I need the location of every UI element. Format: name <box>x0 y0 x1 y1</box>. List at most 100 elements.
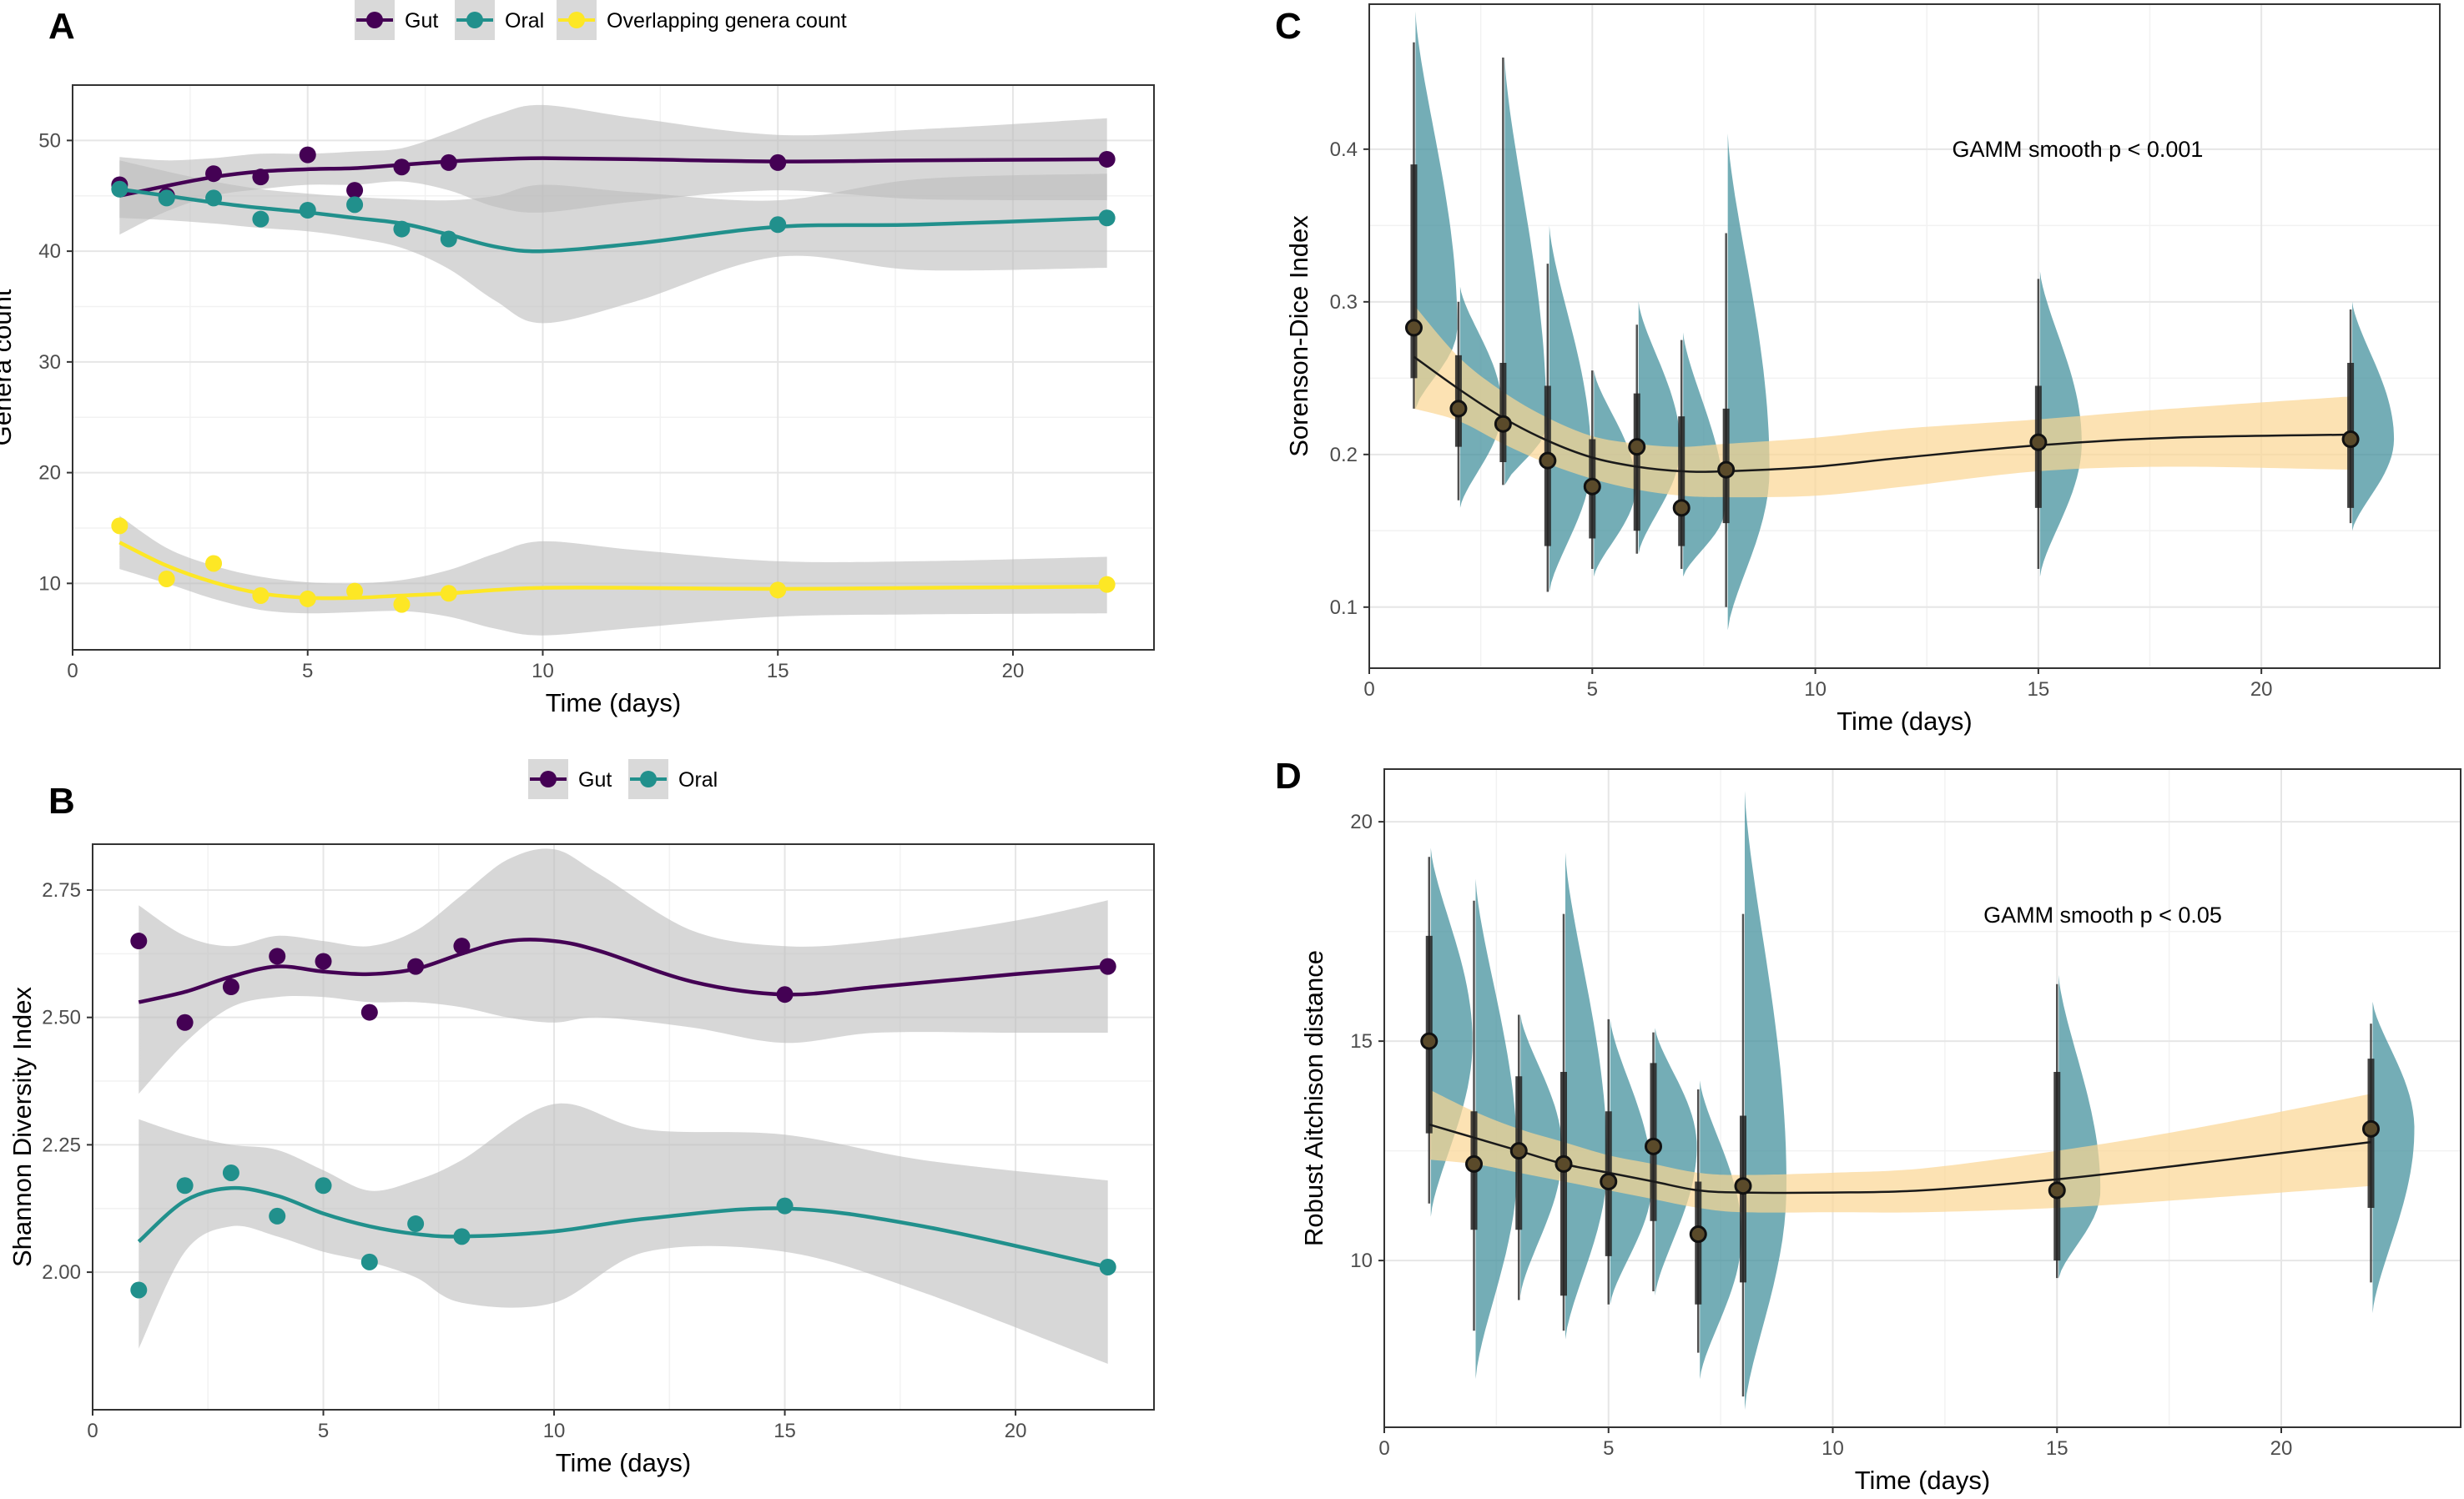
data-point-gut <box>1099 958 1116 975</box>
legend-dot-overlap <box>568 12 585 28</box>
x-tick-label: 10 <box>1822 1437 1844 1460</box>
y-axis-title: Robust Aitchison distance <box>1299 950 1328 1246</box>
legend-label-overlap: Overlapping genera count <box>607 9 847 33</box>
violin-half-day-1 <box>1415 12 1458 409</box>
panel-b-shannon-diversity: 0 5 10 15 20 2.00 2.25 2.50 2.75 Time (days) Shann… <box>8 759 1155 1477</box>
y-tick-label: 2.25 <box>42 1134 81 1156</box>
legend-label-gut: Gut <box>578 768 612 792</box>
x-tick-label: 10 <box>543 1420 566 1442</box>
median-point-day-1 <box>1420 1032 1439 1050</box>
violin-half-day-22 <box>2372 1001 2415 1314</box>
data-point-oral <box>299 202 316 219</box>
median-point-day-2 <box>1449 400 1468 418</box>
data-point-oral <box>222 1164 239 1181</box>
median-point-day-1 <box>1404 319 1423 337</box>
panel-d-robust-aitchison: 0 5 10 15 20 10 15 20 Time (days) Robust Aitchiso… <box>1299 768 2461 1495</box>
x-axis-title: Time (days) <box>1855 1466 1990 1495</box>
median-point-day-7 <box>1689 1225 1707 1244</box>
data-point-overlap <box>205 555 223 572</box>
data-point-oral <box>407 1215 425 1233</box>
x-tick-label: 0 <box>67 660 78 682</box>
legend-label-oral: Oral <box>505 9 544 33</box>
data-point-oral <box>1098 209 1116 227</box>
data-point-oral <box>440 230 457 248</box>
median-point-day-6 <box>1645 1137 1662 1155</box>
y-tick-label: 50 <box>38 129 61 152</box>
data-point-gut <box>360 1004 378 1021</box>
data-point-overlap <box>393 596 411 613</box>
median-point-day-3 <box>1494 415 1512 433</box>
x-tick-label: 10 <box>1804 678 1827 701</box>
x-tick-label: 15 <box>767 660 789 682</box>
data-point-gut <box>269 948 286 965</box>
x-tick-label: 15 <box>2028 678 2050 701</box>
y-tick-label: 0.4 <box>1330 138 1358 161</box>
data-point-gut <box>346 182 364 199</box>
data-point-gut <box>393 158 411 176</box>
confidence-ribbon-gut <box>119 104 1107 235</box>
data-point-overlap <box>158 571 175 588</box>
plot-border <box>72 84 1155 651</box>
y-tick-label: 0.2 <box>1330 444 1358 466</box>
data-point-gut <box>453 938 471 955</box>
panel-letter-c: C <box>1275 6 1302 47</box>
data-point-oral <box>130 1281 148 1299</box>
legend-dot-oral <box>640 771 657 787</box>
x-tick-label: 15 <box>2046 1437 2068 1460</box>
data-point-overlap <box>769 581 787 599</box>
data-point-gut <box>776 986 794 1004</box>
plot-border <box>1383 768 2461 1428</box>
data-point-oral <box>252 210 270 228</box>
data-point-oral <box>315 1177 332 1195</box>
data-point-oral <box>360 1253 378 1270</box>
violin-half-day-8 <box>1745 791 1786 1410</box>
median-point-day-7 <box>1672 499 1691 517</box>
median-point-day-4 <box>1539 451 1557 470</box>
y-tick-label: 0.1 <box>1330 596 1358 619</box>
gamm-confidence-ribbon <box>1429 1089 2371 1213</box>
legend-label-gut: Gut <box>405 9 438 33</box>
violin-half-day-3 <box>1504 58 1547 485</box>
y-axis-title: Shannon Diversity Index <box>8 986 37 1267</box>
x-tick-label: 20 <box>2270 1437 2293 1460</box>
gamm-annotation: GAMM smooth p < 0.001 <box>1953 137 2204 162</box>
y-tick-label: 40 <box>38 240 61 263</box>
data-point-gut <box>205 165 223 183</box>
smooth-line-gut <box>118 156 1107 198</box>
data-point-gut <box>440 153 457 171</box>
x-tick-label: 20 <box>1005 1420 1027 1442</box>
data-point-overlap <box>1098 576 1116 593</box>
data-point-oral <box>111 180 128 198</box>
median-point-day-3 <box>1509 1142 1528 1160</box>
confidence-ribbon-oral <box>139 1103 1108 1364</box>
smooth-line-overlap <box>118 541 1107 601</box>
x-tick-label: 20 <box>1002 660 1025 682</box>
x-axis-title: Time (days) <box>546 688 681 717</box>
x-tick-label: 0 <box>1378 1437 1389 1460</box>
median-point-day-15 <box>2048 1181 2066 1200</box>
legend-label-oral: Oral <box>678 768 718 792</box>
violin-half-day-8 <box>1727 133 1770 631</box>
data-point-oral <box>346 196 364 214</box>
gamm-annotation: GAMM smooth p < 0.05 <box>1983 903 2222 928</box>
panel-a-genera-count: 0 5 10 15 20 10 20 30 40 50 Time (days) Genera coun… <box>0 0 1155 717</box>
panel-c-sorenson-dice: 0 5 10 15 20 0.1 0.2 0.3 0.4 Time (days) Sorenson-… <box>1284 3 2441 736</box>
data-point-overlap <box>111 517 128 535</box>
violin-half-day-4 <box>1565 852 1607 1340</box>
data-point-oral <box>393 220 411 238</box>
x-tick-label: 5 <box>302 660 313 682</box>
data-point-oral <box>776 1197 794 1215</box>
median-point-day-6 <box>1628 438 1646 456</box>
x-tick-label: 20 <box>2250 678 2273 701</box>
y-tick-label: 2.00 <box>42 1261 81 1284</box>
x-tick-label: 5 <box>318 1420 329 1442</box>
y-tick-label: 10 <box>1350 1250 1373 1272</box>
median-point-day-22 <box>2341 430 2360 449</box>
median-point-day-5 <box>1583 477 1601 495</box>
legend-dot-gut <box>366 12 383 28</box>
x-axis-title: Time (days) <box>1837 707 1972 736</box>
data-point-gut <box>222 978 239 996</box>
data-point-gut <box>176 1014 194 1031</box>
x-tick-label: 0 <box>87 1420 98 1442</box>
median-point-day-22 <box>2362 1119 2380 1138</box>
